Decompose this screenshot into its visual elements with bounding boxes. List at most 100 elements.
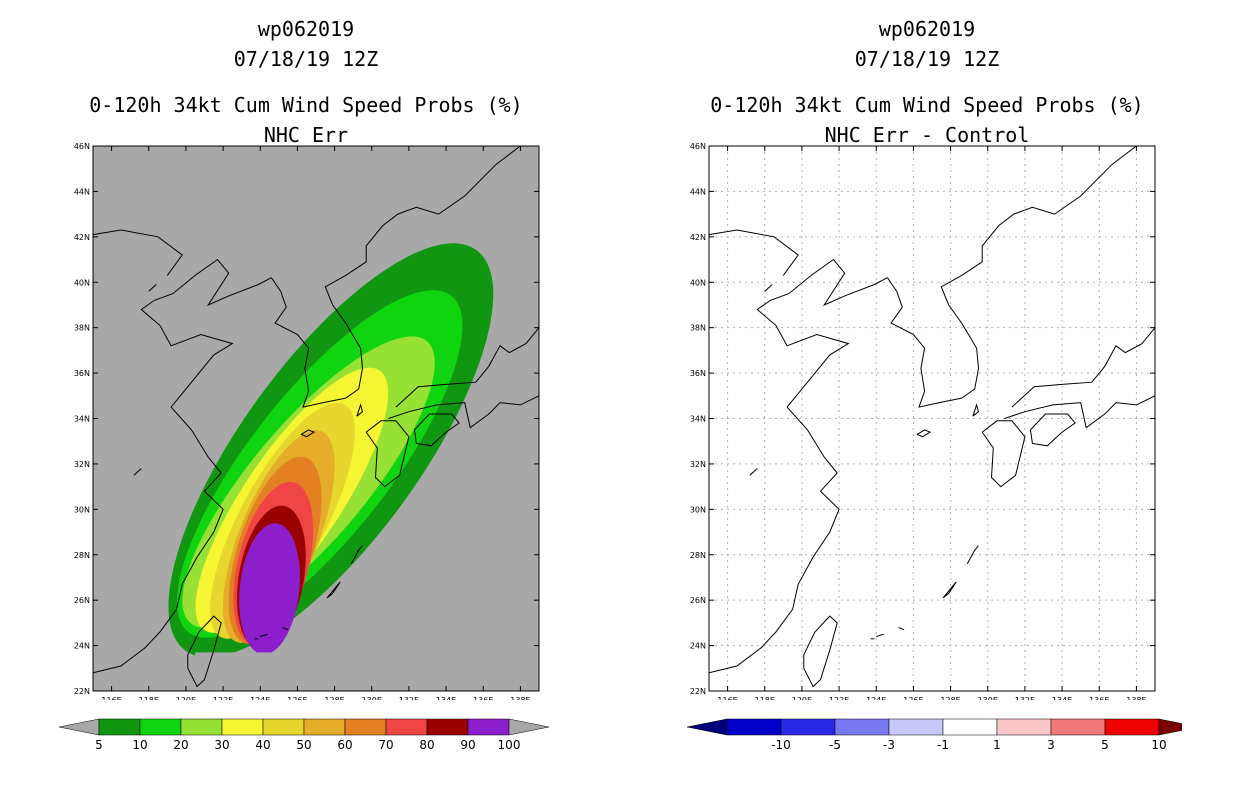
lat-label: 42N: [74, 233, 90, 242]
colorbar-label: 10: [132, 738, 147, 752]
lon-label: 128E: [324, 696, 344, 700]
coastline-segment: [1011, 327, 1155, 408]
left-lat-axis: 46N 44N 42N 40N 38N 36N 34N 32N 30N 28N 26N 24N 22N: [74, 142, 539, 696]
coastline-segment: [300, 429, 316, 438]
right-lon-axis: 116E 118E 120E 122E 124E 126E 128E 130E 132E 134E…: [717, 146, 1147, 700]
lat-label: 24N: [690, 642, 706, 651]
lon-label: 134E: [436, 696, 456, 700]
lon-label: 118E: [755, 696, 775, 700]
coastline-segment: [326, 581, 341, 599]
coastline-segment: [395, 327, 539, 408]
colorbar-under-triangle: [686, 718, 728, 736]
lat-label: 38N: [690, 324, 706, 333]
lat-label: 44N: [690, 187, 706, 196]
coastline-segment: [388, 395, 539, 429]
lat-label: 30N: [690, 505, 706, 514]
lat-label: 32N: [74, 460, 90, 469]
coastline-segment: [93, 258, 272, 674]
coastline-segment: [187, 615, 222, 688]
colorbar-swatch: [180, 718, 223, 736]
coastline-segment: [966, 545, 979, 565]
coastline-segment: [764, 284, 773, 292]
right-difference-map: 46N44N42N40N38N36N34N32N30N28N26N24N22N …: [690, 142, 1156, 700]
lat-label: 28N: [690, 551, 706, 560]
right-chart-title: 0-120h 34kt Cum Wind Speed Probs (%): [710, 93, 1144, 117]
colorbar-swatch: [780, 718, 836, 736]
lon-label: 130E: [978, 696, 998, 700]
lon-label: 118E: [139, 696, 159, 700]
left-datetime: 07/18/19 12Z: [233, 47, 379, 71]
lon-label: 134E: [1052, 696, 1072, 700]
lat-label: 36N: [690, 369, 706, 378]
lon-label: 138E: [510, 696, 530, 700]
coastline-segment: [898, 626, 905, 631]
lon-label: 120E: [176, 696, 196, 700]
coastline-segment: [93, 229, 183, 276]
coastline-segment: [876, 633, 884, 637]
coastline-segment: [981, 420, 1026, 488]
colorbar-swatch: [888, 718, 944, 736]
lat-label: 42N: [690, 233, 706, 242]
coastline-segment: [282, 626, 289, 631]
lat-label: 32N: [690, 460, 706, 469]
colorbar-label: 100: [498, 738, 521, 752]
colorbar-swatch: [303, 718, 346, 736]
coastline-segment: [270, 146, 521, 408]
colorbar-label: 10: [1151, 738, 1166, 752]
colorbar-label: 5: [95, 738, 103, 752]
lat-label: 34N: [690, 415, 706, 424]
coastline-segment: [803, 615, 838, 688]
colorbar-swatch: [139, 718, 182, 736]
colorbar-under-triangle: [58, 718, 100, 736]
lon-label: 126E: [903, 696, 923, 700]
lat-label: 40N: [690, 278, 706, 287]
lat-label: 44N: [74, 187, 90, 196]
lat-label: 30N: [74, 505, 90, 514]
lon-label: 124E: [866, 696, 886, 700]
right-colorbar: -10 -5 -3 -1 1 3 5 10: [686, 718, 1182, 752]
colorbar-over-triangle: [1158, 718, 1182, 736]
lon-label: 126E: [287, 696, 307, 700]
colorbar-label: 40: [255, 738, 270, 752]
coastline-segment: [972, 403, 980, 417]
lat-label: 28N: [74, 551, 90, 560]
lon-label: 124E: [250, 696, 270, 700]
coastline-segment: [749, 468, 758, 476]
colorbar-swatch: [834, 718, 890, 736]
right-gridlines: [709, 146, 1155, 691]
colorbar-label: 60: [337, 738, 352, 752]
colorbar-swatch: [467, 718, 510, 736]
lon-label: 122E: [213, 696, 233, 700]
left-lon-axis: 116E 118E 120E 122E 124E 126E 128E 130E 132E 134E…: [101, 146, 531, 700]
colorbar-swatch: [996, 718, 1052, 736]
lon-label: 138E: [1126, 696, 1146, 700]
coastline-segment: [148, 284, 157, 292]
right-coastlines: [709, 146, 1155, 688]
coastline-segment: [709, 229, 799, 276]
coastline-segment: [1030, 413, 1076, 447]
lat-label: 46N: [74, 142, 90, 151]
left-probability-contours: [168, 243, 494, 691]
coastline-segment: [260, 633, 268, 637]
colorbar-label: -10: [771, 738, 791, 752]
colorbar-swatch: [1104, 718, 1160, 736]
colorbar-label: 80: [419, 738, 434, 752]
left-probability-map: 46N44N42N40N38N36N34N32N30N28N26N24N22N …: [74, 142, 540, 700]
lat-label: 46N: [690, 142, 706, 151]
colorbar-label: 1: [993, 738, 1001, 752]
lat-label: 34N: [74, 415, 90, 424]
lon-label: 120E: [792, 696, 812, 700]
colorbar-label: 5: [1101, 738, 1109, 752]
lon-label: 122E: [829, 696, 849, 700]
lat-label: 38N: [74, 324, 90, 333]
right-title-block: wp062019 07/18/19 12Z 0-120h 34kt Cum Wi…: [672, 14, 1182, 150]
colorbar-swatch: [262, 718, 305, 736]
lat-label: 36N: [74, 369, 90, 378]
lon-label: 130E: [362, 696, 382, 700]
lat-label: 26N: [74, 596, 90, 605]
colorbar-label: 3: [1047, 738, 1055, 752]
colorbar-label: 20: [173, 738, 188, 752]
colorbar-swatch: [426, 718, 469, 736]
colorbar-label: 90: [460, 738, 475, 752]
colorbar-swatch: [726, 718, 782, 736]
